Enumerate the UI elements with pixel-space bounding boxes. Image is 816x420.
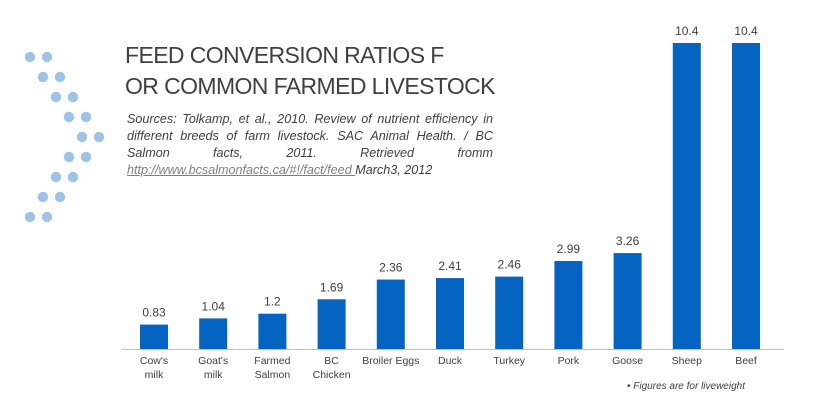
decorative-dot-7-0 (37, 191, 49, 203)
category-label-1-0: Goat's (198, 355, 228, 367)
data-label-1: 1.04 (202, 299, 226, 313)
category-label-0-0: Cow's (140, 355, 168, 367)
decorative-dot-3-0 (63, 111, 75, 123)
decorative-dot-5-0 (63, 151, 75, 163)
category-label-8-0: Goose (612, 355, 643, 367)
category-label-3-0: BC (324, 355, 339, 367)
data-label-5: 2.41 (438, 259, 462, 273)
bar-0 (140, 324, 168, 349)
decorative-dot-6-1 (67, 171, 79, 183)
sources-note: Sources: Tolkamp, et al., 2010. Review o… (127, 111, 493, 179)
bar-1 (199, 318, 228, 349)
decorative-dot-6-0 (50, 171, 62, 183)
sources-link[interactable]: http://www.bcsalmonfacts.ca/#!/fact/feed (127, 163, 356, 177)
category-label-4-0: Broiler Eggs (362, 355, 419, 367)
decorative-dot-7-1 (54, 191, 66, 203)
bar-7 (554, 261, 583, 349)
decorative-dot-3-1 (80, 111, 92, 123)
bar-5 (436, 278, 464, 349)
decorative-dot-1-0 (37, 71, 49, 83)
category-label-0-1: milk (145, 369, 164, 381)
decorative-dot-8-1 (41, 211, 53, 223)
category-label-6-0: Turkey (493, 355, 525, 367)
data-label-10: 10.4 (734, 24, 758, 38)
chart-title: FEED CONVERSION RATIOS F OR COMMON FARME… (125, 40, 545, 102)
category-label-7-0: Pork (558, 355, 580, 367)
bar-4 (376, 279, 405, 349)
bar-8 (613, 253, 642, 349)
data-label-9: 10.4 (675, 24, 699, 38)
decorative-dot-8-0 (24, 211, 36, 223)
data-label-2: 1.2 (264, 295, 281, 309)
category-label-3-1: Chicken (313, 369, 351, 381)
chart-title-line-2: OR COMMON FARMED LIVESTOCK (125, 73, 496, 99)
decorative-dot-4-1 (93, 131, 105, 143)
bar-9 (672, 43, 701, 349)
decorative-dot-2-0 (50, 91, 62, 103)
category-label-5-0: Duck (438, 355, 463, 367)
bar-3 (317, 299, 346, 349)
category-label-1-1: milk (204, 369, 223, 381)
data-label-7: 2.99 (557, 242, 581, 256)
data-label-4: 2.36 (379, 261, 403, 275)
decorative-dot-1-1 (54, 71, 66, 83)
sources-date: March3, 2012 (355, 163, 433, 177)
data-label-3: 1.69 (320, 280, 344, 294)
decorative-dot-0-1 (41, 51, 53, 63)
decorative-dot-5-1 (80, 151, 92, 163)
category-label-2-0: Farmed (254, 355, 290, 367)
chart-title-line-1: FEED CONVERSION RATIOS F (125, 42, 444, 68)
decorative-dots (24, 51, 105, 223)
bar-10 (732, 43, 760, 349)
bar-2 (258, 313, 287, 349)
decorative-dot-2-1 (67, 91, 79, 103)
bar-6 (495, 276, 524, 349)
decorative-dot-0-0 (24, 51, 36, 63)
category-label-10-0: Beef (735, 355, 757, 367)
sources-text: Sources: Tolkamp, et al., 2010. Review o… (127, 112, 493, 160)
category-label-2-1: Salmon (255, 369, 291, 381)
decorative-dot-4-0 (76, 131, 88, 143)
data-label-8: 3.26 (616, 234, 640, 248)
category-label-9-0: Sheep (672, 355, 703, 367)
data-label-6: 2.46 (498, 258, 522, 272)
data-label-0: 0.83 (142, 306, 166, 320)
footnote: • Figures are for liveweight (627, 381, 745, 392)
